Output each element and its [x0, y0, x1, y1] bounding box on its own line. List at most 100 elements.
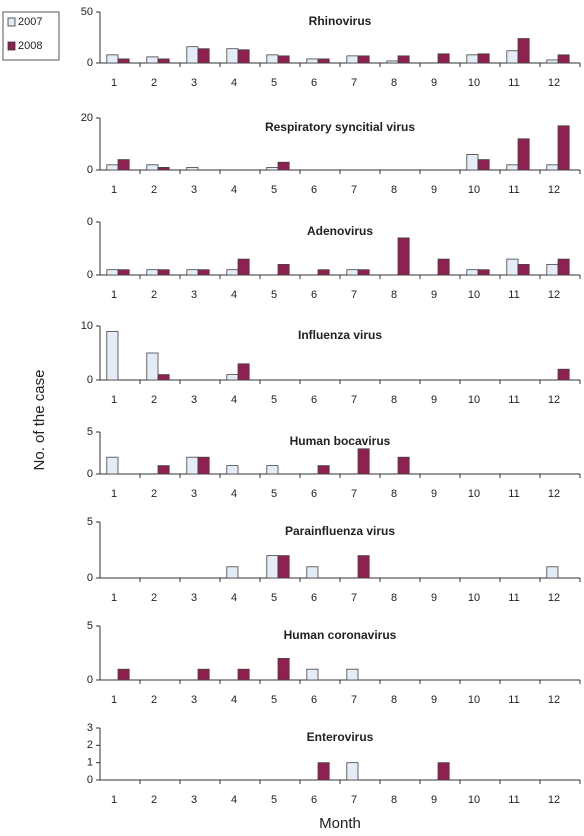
bar [226, 269, 239, 276]
x-tick-label: 9 [431, 488, 437, 500]
bar [237, 49, 250, 64]
x-tick-label: 3 [191, 694, 197, 706]
y-tick-label: 0 [87, 216, 93, 228]
bar [466, 269, 479, 276]
y-tick-label: 0 [87, 57, 93, 69]
bar [306, 58, 319, 64]
bar [277, 263, 290, 276]
x-tick-label: 10 [468, 694, 480, 706]
x-tick-label: 11 [508, 488, 519, 500]
x-tick-label: 6 [311, 592, 317, 604]
bar [437, 53, 450, 64]
bar [197, 269, 210, 276]
x-tick-label: 3 [191, 488, 197, 500]
x-tick-label: 12 [548, 488, 560, 500]
bar [117, 668, 130, 681]
bar [317, 269, 330, 276]
bar [266, 54, 279, 64]
x-tick-label: 6 [311, 77, 317, 89]
x-tick-label: 4 [231, 77, 237, 89]
x-tick-label: 4 [231, 289, 237, 301]
bar [146, 56, 159, 64]
x-tick-label: 4 [231, 592, 237, 604]
x-tick-label: 12 [548, 592, 560, 604]
bar [546, 566, 559, 579]
x-tick-label: 7 [351, 289, 357, 301]
bar [346, 269, 359, 276]
bar [477, 53, 490, 64]
bar [226, 374, 239, 381]
bar [346, 668, 359, 681]
x-tick-label: 9 [431, 184, 437, 196]
bar [386, 60, 399, 64]
panel-title: Rhinovirus [309, 14, 372, 28]
bar [266, 555, 279, 579]
bar [157, 269, 170, 276]
x-tick-label: 5 [271, 289, 277, 301]
panel-title: Influenza virus [298, 328, 382, 342]
x-tick-label: 2 [151, 794, 157, 806]
y-tick-label: 5 [87, 516, 93, 528]
y-tick-label: 0 [87, 572, 93, 584]
bar [317, 58, 330, 64]
x-tick-label: 5 [271, 184, 277, 196]
x-tick-label: 8 [391, 488, 397, 500]
x-tick-label: 8 [391, 794, 397, 806]
bar [197, 456, 210, 475]
x-tick-label: 5 [271, 77, 277, 89]
bar [306, 566, 319, 579]
x-tick-label: 11 [508, 77, 519, 89]
x-tick-label: 11 [508, 289, 519, 301]
x-tick-label: 6 [311, 289, 317, 301]
bar [157, 374, 170, 381]
bar [146, 164, 159, 171]
x-tick-label: 11 [508, 694, 519, 706]
x-tick-label: 3 [191, 77, 197, 89]
y-tick-label: 0 [87, 774, 93, 786]
bar [397, 456, 410, 475]
x-tick-label: 8 [391, 184, 397, 196]
x-tick-label: 7 [351, 794, 357, 806]
x-tick-label: 5 [271, 794, 277, 806]
x-tick-label: 2 [151, 694, 157, 706]
bar [186, 46, 199, 64]
bar [226, 48, 239, 64]
x-tick-label: 10 [468, 794, 480, 806]
x-tick-label: 10 [468, 289, 480, 301]
x-tick-label: 4 [231, 794, 237, 806]
x-tick-label: 7 [351, 488, 357, 500]
x-tick-label: 1 [111, 592, 117, 604]
x-tick-label: 4 [231, 394, 237, 406]
x-tick-label: 2 [151, 394, 157, 406]
x-tick-label: 7 [351, 184, 357, 196]
bar [117, 58, 130, 64]
bar [306, 668, 319, 681]
bar [557, 125, 570, 171]
bar [346, 55, 359, 64]
bar [237, 258, 250, 276]
x-tick-label: 6 [311, 694, 317, 706]
bar [397, 55, 410, 64]
bar [157, 166, 170, 171]
bar [226, 465, 239, 475]
x-tick-label: 10 [468, 592, 480, 604]
y-tick-label: 2 [87, 739, 93, 751]
x-tick-label: 2 [151, 289, 157, 301]
x-tick-label: 3 [191, 394, 197, 406]
bar [357, 448, 370, 475]
x-tick-label: 7 [351, 394, 357, 406]
bar [466, 153, 479, 171]
x-tick-label: 6 [311, 488, 317, 500]
bar [106, 456, 119, 475]
bar [546, 164, 559, 171]
bar [357, 555, 370, 579]
x-tick-label: 1 [111, 394, 117, 406]
bar [466, 54, 479, 64]
x-tick-label: 4 [231, 694, 237, 706]
x-tick-label: 12 [548, 77, 560, 89]
bar [477, 159, 490, 171]
bar [506, 258, 519, 276]
bar [277, 55, 290, 64]
x-tick-label: 12 [548, 794, 560, 806]
x-tick-label: 1 [111, 488, 117, 500]
